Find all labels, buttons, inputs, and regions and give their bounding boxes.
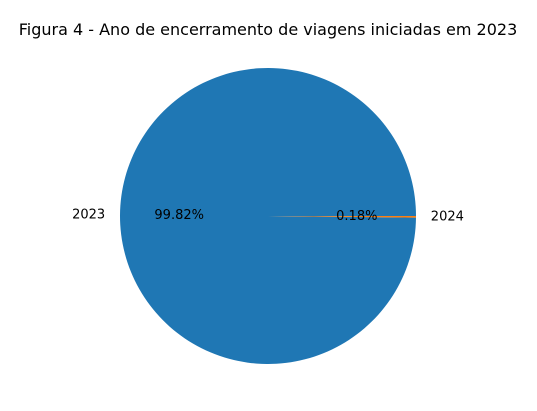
slice-percent-label: 99.82% <box>154 208 204 223</box>
pie-slices <box>119 68 416 365</box>
chart-title: Figura 4 - Ano de encerramento de viagen… <box>19 20 518 39</box>
slice-category-label: 2024 <box>431 209 464 224</box>
pie-slice-2024 <box>268 216 416 218</box>
pie-slice-2023 <box>119 68 416 365</box>
slice-percent-label: 0.18% <box>336 209 377 224</box>
pie-labels: 2023 99.82% 2024 0.18% <box>72 208 464 225</box>
slice-category-label: 2023 <box>72 208 105 223</box>
